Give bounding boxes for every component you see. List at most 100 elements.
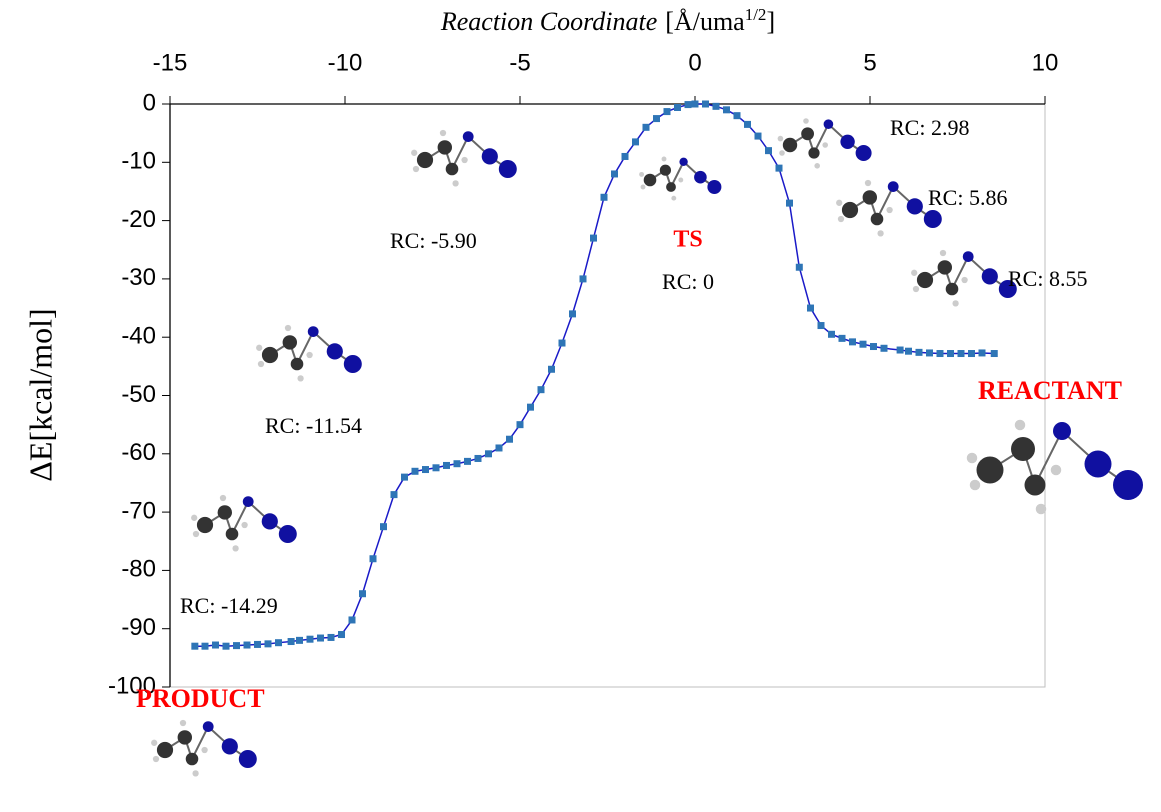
data-point xyxy=(317,635,324,642)
data-point xyxy=(191,643,198,650)
atom xyxy=(1085,451,1112,478)
x-tick-label: 0 xyxy=(688,49,701,76)
hydrogen xyxy=(639,172,644,177)
annotation: TS xyxy=(673,227,702,253)
hydrogen xyxy=(452,180,458,186)
data-point xyxy=(828,331,835,338)
data-point xyxy=(275,639,282,646)
data-point xyxy=(860,341,867,348)
data-point xyxy=(765,147,772,154)
hydrogen xyxy=(940,250,946,256)
hydrogen xyxy=(440,130,446,136)
hydrogen xyxy=(967,453,978,464)
data-point xyxy=(338,631,345,638)
atom xyxy=(679,158,687,166)
data-point xyxy=(580,275,587,282)
data-point xyxy=(958,350,965,357)
atom xyxy=(801,127,814,140)
atom xyxy=(417,152,433,168)
hydrogen xyxy=(411,150,417,156)
hydrogen xyxy=(641,185,646,190)
annotation: RC: 2.98 xyxy=(890,115,969,140)
data-point xyxy=(947,350,954,357)
hydrogen xyxy=(913,286,919,292)
hydrogen xyxy=(836,200,842,206)
hydrogen xyxy=(822,142,828,148)
atom xyxy=(218,505,232,519)
atom xyxy=(279,525,297,543)
atom xyxy=(824,119,834,129)
data-point xyxy=(296,637,303,644)
data-point xyxy=(632,138,639,145)
atom xyxy=(924,210,942,228)
atom xyxy=(977,457,1004,484)
atom xyxy=(842,202,858,218)
hydrogen xyxy=(241,522,247,528)
data-point xyxy=(212,642,219,649)
data-point xyxy=(685,101,692,108)
data-point xyxy=(422,466,429,473)
data-point xyxy=(643,124,650,131)
atom xyxy=(283,335,297,349)
hydrogen xyxy=(413,166,419,172)
atom xyxy=(157,742,173,758)
data-point xyxy=(622,153,629,160)
atom xyxy=(482,148,498,164)
atom xyxy=(871,213,884,226)
atom xyxy=(707,180,721,194)
hydrogen xyxy=(461,157,467,163)
atom xyxy=(226,528,239,541)
data-point xyxy=(485,450,492,457)
y-tick-label: -30 xyxy=(121,264,156,291)
data-point xyxy=(818,322,825,329)
y-tick-label: -40 xyxy=(121,323,156,350)
hydrogen xyxy=(256,345,262,351)
data-point xyxy=(796,264,803,271)
data-point xyxy=(713,103,720,110)
data-point xyxy=(288,638,295,645)
data-point xyxy=(349,616,356,623)
data-point xyxy=(723,106,730,113)
hydrogen xyxy=(285,325,291,331)
x-tick-label: -15 xyxy=(153,49,188,76)
atom xyxy=(840,135,854,149)
data-point xyxy=(702,101,709,108)
data-point xyxy=(559,340,566,347)
data-point xyxy=(653,115,660,122)
atom xyxy=(963,251,974,262)
annotation: REACTANT xyxy=(978,376,1122,405)
hydrogen xyxy=(865,180,871,186)
y-tick-label: -70 xyxy=(121,497,156,524)
atom xyxy=(907,198,923,214)
hydrogen xyxy=(662,157,667,162)
annotation: RC: -14.29 xyxy=(180,593,278,618)
atom xyxy=(178,730,192,744)
atom xyxy=(291,358,304,371)
atom xyxy=(446,163,459,176)
annotation: RC: -5.90 xyxy=(390,228,477,253)
atom xyxy=(327,343,343,359)
x-label-end: ] xyxy=(766,7,775,36)
atom xyxy=(644,174,657,187)
y-tick-label: -90 xyxy=(121,614,156,641)
atom xyxy=(344,355,362,373)
data-point xyxy=(359,590,366,597)
data-point xyxy=(443,462,450,469)
y-tick-label: 0 xyxy=(143,89,156,116)
atom xyxy=(808,147,819,158)
atom xyxy=(243,496,254,507)
hydrogen xyxy=(838,216,844,222)
fit-line xyxy=(195,104,994,646)
data-point xyxy=(897,347,904,354)
hydrogen xyxy=(886,207,892,213)
data-point xyxy=(916,349,923,356)
atom xyxy=(1113,470,1143,500)
hydrogen xyxy=(970,480,981,491)
atom xyxy=(666,182,676,192)
plot-frame xyxy=(170,104,1045,687)
data-point xyxy=(734,112,741,119)
data-point xyxy=(328,634,335,641)
data-point xyxy=(870,343,877,350)
hydrogen xyxy=(297,375,303,381)
data-point xyxy=(674,104,681,111)
